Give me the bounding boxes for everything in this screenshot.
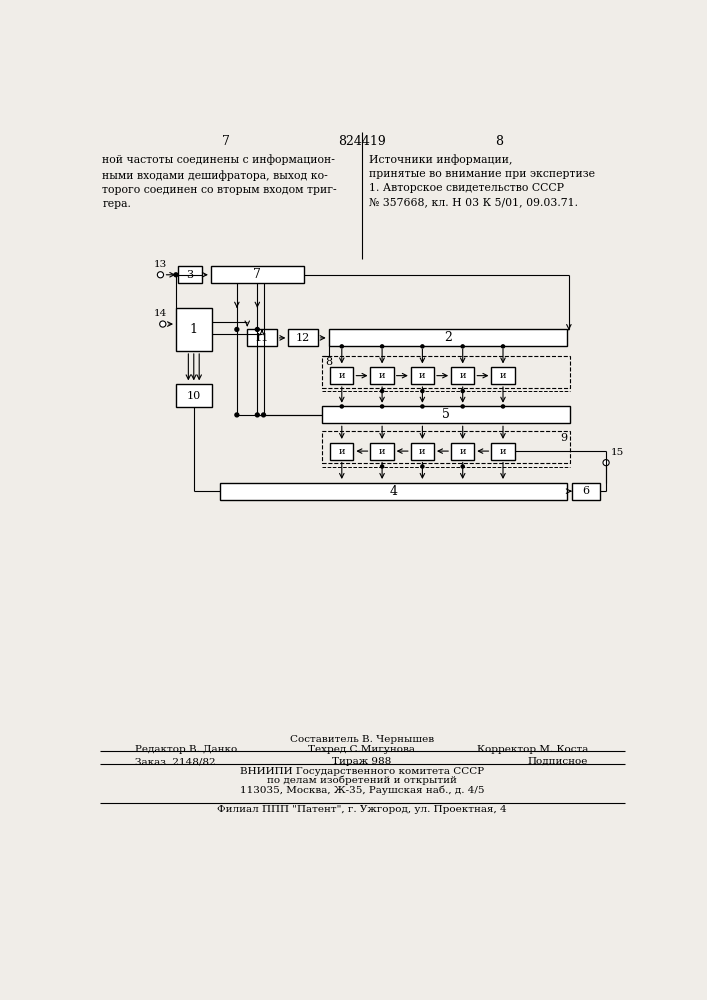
Text: Источники информации,
принятые во внимание при экспертизе
1. Авторское свидетель: Источники информации, принятые во вниман…	[369, 155, 595, 207]
Circle shape	[421, 465, 424, 468]
FancyBboxPatch shape	[330, 443, 354, 460]
Circle shape	[255, 413, 259, 417]
FancyBboxPatch shape	[572, 483, 600, 500]
FancyBboxPatch shape	[176, 384, 211, 407]
Text: Составитель В. Чернышев: Составитель В. Чернышев	[290, 735, 434, 744]
Text: 7: 7	[221, 135, 230, 148]
Text: Филиал ППП "Патент", г. Ужгород, ул. Проектная, 4: Филиал ППП "Патент", г. Ужгород, ул. Про…	[217, 805, 507, 814]
Circle shape	[421, 345, 424, 348]
Text: 113035, Москва, Ж-35, Раушская наб., д. 4/5: 113035, Москва, Ж-35, Раушская наб., д. …	[240, 785, 484, 795]
FancyBboxPatch shape	[176, 308, 211, 351]
Circle shape	[255, 328, 259, 331]
Circle shape	[380, 345, 384, 348]
Text: 1: 1	[189, 323, 198, 336]
Text: 10: 10	[187, 391, 201, 401]
Text: и: и	[419, 371, 426, 380]
Text: 9: 9	[560, 433, 567, 443]
Circle shape	[235, 328, 239, 331]
FancyBboxPatch shape	[411, 367, 434, 384]
FancyBboxPatch shape	[329, 329, 567, 346]
Circle shape	[174, 273, 178, 277]
Circle shape	[501, 405, 505, 408]
Circle shape	[340, 405, 344, 408]
FancyBboxPatch shape	[330, 367, 354, 384]
Text: 2: 2	[444, 331, 452, 344]
Text: 8: 8	[325, 357, 333, 367]
Circle shape	[461, 405, 464, 408]
FancyBboxPatch shape	[370, 367, 394, 384]
Circle shape	[421, 389, 424, 393]
Text: и: и	[419, 447, 426, 456]
Text: 13: 13	[154, 260, 167, 269]
FancyBboxPatch shape	[451, 367, 474, 384]
Text: 4: 4	[390, 485, 398, 498]
Text: Техред С.Мигунова: Техред С.Мигунова	[308, 745, 416, 754]
Text: ВНИИПИ Государственного комитета СССР: ВНИИПИ Государственного комитета СССР	[240, 767, 484, 776]
Text: 7: 7	[253, 268, 262, 281]
FancyBboxPatch shape	[491, 443, 515, 460]
Circle shape	[461, 465, 464, 468]
FancyBboxPatch shape	[451, 443, 474, 460]
Text: 12: 12	[296, 333, 310, 343]
Circle shape	[380, 405, 384, 408]
FancyBboxPatch shape	[247, 329, 276, 346]
Text: 14: 14	[154, 309, 167, 318]
Text: Подписное: Подписное	[528, 757, 588, 766]
Circle shape	[160, 321, 166, 327]
Circle shape	[501, 345, 505, 348]
Text: 3: 3	[187, 270, 194, 280]
Circle shape	[262, 413, 265, 417]
FancyBboxPatch shape	[322, 406, 571, 423]
Circle shape	[380, 465, 384, 468]
Circle shape	[461, 345, 464, 348]
FancyBboxPatch shape	[370, 443, 394, 460]
Text: и: и	[460, 371, 466, 380]
Text: и: и	[339, 447, 345, 456]
Text: и: и	[339, 371, 345, 380]
Circle shape	[380, 389, 384, 393]
Text: и: и	[379, 447, 385, 456]
Circle shape	[603, 460, 609, 466]
Text: 8: 8	[495, 135, 503, 148]
Text: 11: 11	[255, 333, 269, 343]
Text: 824419: 824419	[338, 135, 386, 148]
Text: ной частоты соединены с информацион-
ными входами дешифратора, выход ко-
торого : ной частоты соединены с информацион- ным…	[103, 155, 337, 209]
Text: Корректор М. Коста: Корректор М. Коста	[477, 745, 588, 754]
Circle shape	[461, 389, 464, 393]
Text: Редактор В. Данко: Редактор В. Данко	[135, 745, 237, 754]
FancyBboxPatch shape	[491, 367, 515, 384]
Circle shape	[421, 405, 424, 408]
Text: и: и	[460, 447, 466, 456]
Text: по делам изобретений и открытий: по делам изобретений и открытий	[267, 776, 457, 785]
Circle shape	[340, 345, 344, 348]
Text: и: и	[500, 371, 506, 380]
Text: Заказ  2148/82: Заказ 2148/82	[135, 757, 216, 766]
FancyBboxPatch shape	[288, 329, 317, 346]
Circle shape	[158, 272, 163, 278]
Text: Тираж 988: Тираж 988	[332, 757, 392, 766]
Text: 5: 5	[443, 408, 450, 421]
Circle shape	[235, 413, 239, 417]
FancyBboxPatch shape	[178, 266, 201, 283]
Text: 6: 6	[583, 486, 590, 496]
FancyBboxPatch shape	[411, 443, 434, 460]
Text: и: и	[379, 371, 385, 380]
Text: и: и	[500, 447, 506, 456]
FancyBboxPatch shape	[220, 483, 567, 500]
FancyBboxPatch shape	[211, 266, 304, 283]
Text: 15: 15	[611, 448, 624, 457]
